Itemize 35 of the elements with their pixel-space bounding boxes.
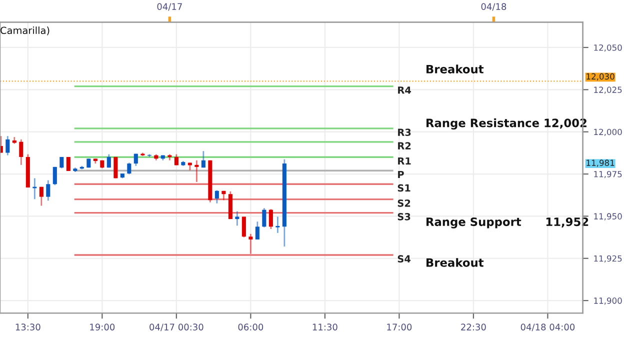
y-tick-label: 12,000 — [594, 128, 622, 136]
annotation: Range Resistance 12,002 — [426, 118, 586, 130]
series-label: R3 — [398, 128, 411, 136]
series-label: R2 — [398, 142, 411, 150]
series-label: S4 — [398, 255, 410, 263]
annotation: Breakout — [426, 258, 484, 267]
series-label: R4 — [398, 86, 411, 94]
y-tick-label: 11,950 — [594, 213, 622, 220]
series-label: P — [398, 170, 404, 178]
x-tick-label: 04/17 00:30 — [150, 324, 204, 332]
x2-tick-label: 04/17 — [157, 3, 182, 11]
y-tick-label: 11,900 — [594, 298, 622, 305]
ref-line-label: 12,030 — [586, 73, 614, 80]
annotation: Camarilla) — [0, 26, 50, 36]
x-tick-label: 04/18 04:00 — [520, 324, 575, 332]
series-label: S1 — [398, 184, 410, 192]
candlestick — [242, 216, 246, 238]
series-label: S3 — [398, 212, 410, 220]
series-label: R1 — [398, 157, 411, 165]
y-tick-label: 11,925 — [594, 255, 622, 263]
x2-tick-label: 04/18 — [481, 3, 506, 11]
candlestick — [66, 156, 70, 172]
annotation: Breakout — [426, 64, 484, 74]
x-tick-label: 17:00 — [387, 324, 412, 330]
y-tick-label: 12,050 — [594, 44, 622, 52]
x-tick-label: 11:30 — [312, 324, 338, 330]
x-tick-label: 06:00 — [238, 324, 264, 330]
x-tick-label: 22:30 — [461, 324, 486, 330]
y-tick-label: 11,975 — [594, 170, 622, 178]
x-tick-label: 19:00 — [90, 324, 115, 330]
y-tick-label: 12,025 — [594, 86, 622, 94]
series-label: S2 — [398, 199, 410, 207]
annotation: Range Support 11,952 — [426, 217, 588, 228]
text: 11,981 — [586, 160, 614, 167]
x-tick-label: 13:30 — [16, 324, 40, 330]
